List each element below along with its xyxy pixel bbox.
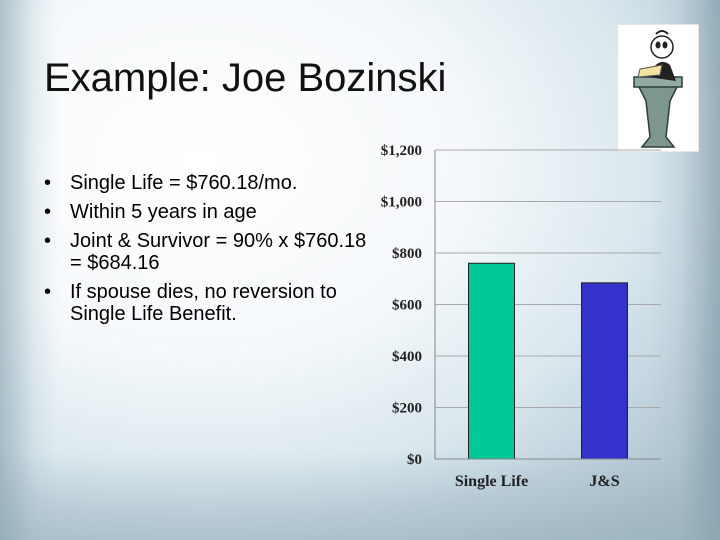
background-ground bbox=[0, 450, 720, 540]
y-tick-label: $0 bbox=[407, 452, 422, 468]
slide-title: Example: Joe Bozinski bbox=[44, 56, 447, 100]
bullet-item: Single Life = $760.18/mo. bbox=[44, 172, 374, 194]
chart-bars bbox=[468, 262, 628, 460]
y-tick-label: $200 bbox=[392, 401, 422, 417]
bar-j-s bbox=[581, 282, 628, 460]
bullet-list: Single Life = $760.18/mo. Within 5 years… bbox=[44, 172, 374, 332]
y-tick-label: $1,200 bbox=[381, 143, 422, 159]
bar-chart: $0 $200 $400 $600 $800 $1,000 $1,200 Sin… bbox=[381, 143, 661, 490]
y-tick-label: $800 bbox=[392, 246, 422, 262]
bullet-item: If spouse dies, no reversion to Single L… bbox=[44, 281, 374, 325]
y-tick-label: $1,000 bbox=[381, 195, 422, 211]
bullet-item: Within 5 years in age bbox=[44, 201, 374, 223]
x-tick-labels: Single Life J&S bbox=[455, 473, 620, 490]
y-tick-label: $400 bbox=[392, 349, 422, 365]
x-tick-label: Single Life bbox=[455, 473, 528, 490]
bullet-item: Joint & Survivor = 90% x $760.18 = $684.… bbox=[44, 230, 374, 274]
x-tick-label: J&S bbox=[589, 473, 619, 490]
speaker-at-podium-clipart bbox=[617, 24, 699, 152]
y-tick-label: $600 bbox=[392, 298, 422, 314]
bar-single-life bbox=[468, 262, 515, 460]
y-tick-labels: $0 $200 $400 $600 $800 $1,000 $1,200 bbox=[381, 143, 422, 468]
